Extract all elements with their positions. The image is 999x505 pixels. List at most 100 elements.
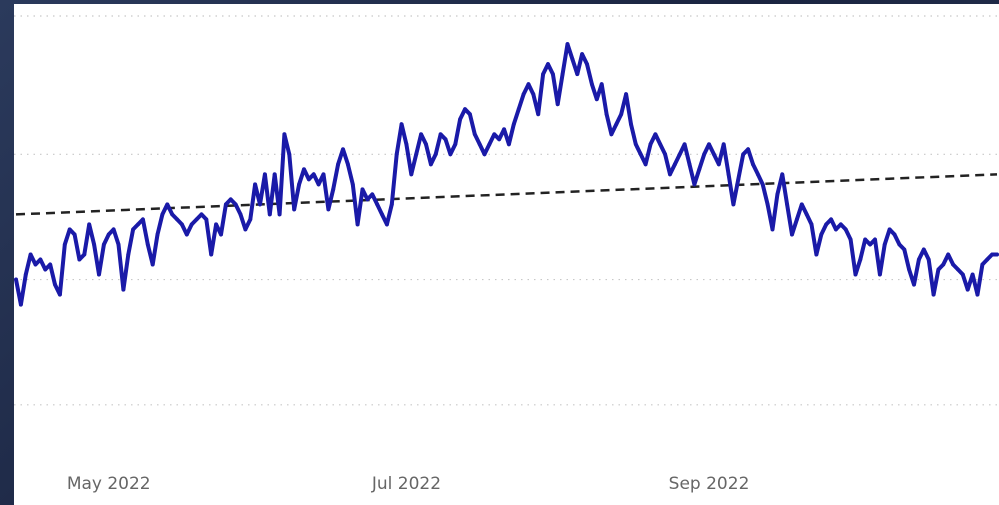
data-point [838, 222, 843, 227]
data-point [165, 202, 170, 207]
data-point [799, 202, 804, 207]
data-point [399, 122, 404, 127]
data-point [770, 227, 775, 232]
data-point [243, 227, 248, 232]
data-point [175, 217, 179, 222]
data-point [604, 112, 609, 117]
data-point [985, 257, 990, 262]
data-point [258, 202, 262, 207]
data-point [414, 152, 419, 157]
data-point [995, 252, 999, 257]
data-point [921, 247, 926, 252]
data-point [360, 187, 365, 192]
data-point [389, 202, 394, 207]
data-point [106, 232, 111, 237]
data-point [780, 172, 785, 177]
data-point [467, 112, 472, 117]
data-point [272, 172, 277, 177]
data-point [936, 267, 941, 272]
x-tick-label: Jul 2022 [371, 474, 441, 494]
data-point [155, 232, 160, 237]
data-point [941, 262, 946, 267]
data-point [38, 257, 43, 262]
data-point [814, 252, 819, 257]
data-point [511, 122, 516, 127]
data-point [502, 127, 506, 132]
data-point [458, 117, 463, 122]
data-point [721, 142, 726, 147]
data-point [77, 257, 82, 262]
data-point [126, 252, 131, 257]
series-line-0 [14, 42, 999, 307]
data-point [585, 62, 589, 67]
data-point [956, 267, 960, 272]
data-point [331, 187, 336, 192]
x-tick-label: Sep 2022 [669, 474, 750, 494]
data-point [482, 152, 487, 157]
data-point [702, 152, 707, 157]
data-point [223, 202, 228, 207]
data-point [931, 292, 936, 297]
data-point [819, 232, 824, 237]
data-point [560, 72, 565, 77]
data-point [873, 237, 877, 242]
line-chart: May 2022 Jul 2022 Sep 2022 [14, 15, 999, 494]
data-point [946, 252, 951, 257]
data-point [292, 207, 297, 212]
data-point [858, 257, 863, 262]
data-point [111, 227, 116, 232]
data-point [248, 217, 253, 222]
data-point [170, 212, 175, 217]
data-point [712, 152, 716, 157]
data-point [341, 147, 345, 152]
chart-panel: May 2022 Jul 2022 Sep 2022 [14, 4, 999, 505]
data-point [433, 152, 438, 157]
data-point [648, 142, 653, 147]
data-point [97, 272, 101, 277]
data-point [590, 82, 594, 87]
data-point [277, 212, 282, 217]
data-point [638, 152, 643, 157]
data-point [555, 102, 560, 107]
data-point [526, 82, 531, 87]
data-point [267, 212, 272, 217]
data-point [306, 177, 311, 182]
data-point [365, 197, 370, 202]
data-point [907, 267, 912, 272]
data-point [790, 232, 794, 237]
data-point [834, 227, 838, 232]
data-point [228, 197, 233, 202]
data-point [287, 152, 292, 157]
data-point [316, 182, 321, 187]
data-point [594, 97, 599, 102]
data-point [311, 172, 316, 177]
data-point [472, 132, 477, 137]
data-point [214, 222, 219, 227]
data-point [58, 292, 62, 297]
data-point [575, 72, 580, 77]
data-point [14, 277, 18, 282]
data-point [443, 137, 448, 142]
data-point [492, 132, 497, 137]
data-point [43, 267, 48, 272]
data-point [716, 162, 721, 167]
data-point [746, 147, 750, 152]
data-point [565, 42, 570, 46]
data-point [33, 262, 38, 267]
data-point [751, 162, 755, 167]
data-point [643, 162, 648, 167]
data-point [160, 212, 165, 217]
data-point [233, 202, 238, 207]
data-point [355, 222, 360, 227]
data-point [263, 172, 267, 177]
data-point [302, 167, 306, 172]
data-point [692, 182, 697, 187]
data-point [809, 222, 814, 227]
data-point [892, 232, 897, 237]
data-point [82, 252, 87, 257]
data-point [199, 212, 204, 217]
data-point [204, 217, 209, 222]
data-point [321, 172, 326, 177]
data-point [663, 152, 668, 157]
data-point [53, 282, 57, 287]
